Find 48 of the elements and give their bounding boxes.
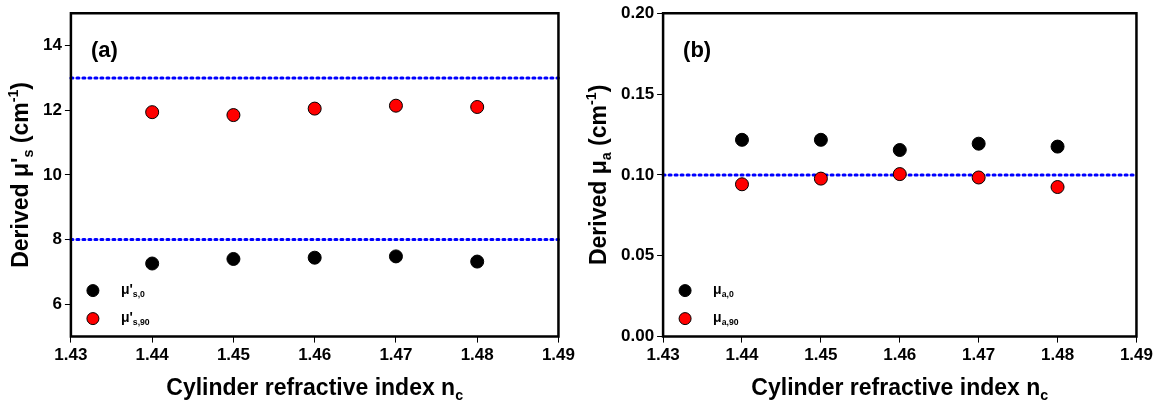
x-tick-label: 1.46: [298, 345, 332, 365]
point: [470, 99, 485, 114]
y-tick-label: 10: [42, 164, 62, 184]
x-tick-label: 1.44: [725, 345, 760, 365]
y-axis-title: Derived μ's (cm-1): [4, 81, 36, 268]
x-tick-label: 1.49: [1119, 345, 1153, 365]
point: [892, 167, 907, 182]
x-tick-label: 1.45: [804, 345, 838, 365]
y-tick-label: 12: [42, 99, 62, 119]
x-tick-label: 1.44: [135, 345, 170, 365]
x-tick-label: 1.43: [54, 345, 88, 365]
point: [388, 249, 403, 264]
y-tick-label: 0.00: [620, 326, 655, 346]
x-tick-label: 1.47: [379, 345, 413, 365]
point: [734, 132, 749, 147]
x-tick-label: 1.48: [1041, 345, 1075, 365]
point: [470, 254, 485, 269]
point: [813, 171, 828, 186]
y-tick-label: 0.20: [620, 2, 655, 22]
x-tick-label: 1.48: [460, 345, 494, 365]
y-axis-title: Derived μa (cm-1): [582, 84, 614, 266]
point: [813, 132, 828, 147]
x-tick-label: 1.45: [216, 345, 250, 365]
point: [1050, 139, 1065, 154]
point: [388, 98, 403, 113]
point: [307, 101, 322, 116]
annotation: (a): [90, 37, 118, 63]
point: [971, 136, 986, 151]
y-tick-label: 8: [52, 229, 62, 249]
y-tick-label: 0.10: [620, 164, 655, 184]
x-tick-label: 1.43: [646, 345, 680, 365]
point: [892, 143, 907, 157]
point: [145, 256, 160, 271]
point: [226, 251, 241, 266]
point: [1050, 180, 1065, 195]
y-tick-label: 14: [42, 35, 63, 55]
y-tick-label: 6: [52, 293, 62, 313]
annotation: (b): [683, 37, 712, 63]
point: [226, 108, 241, 123]
point: [307, 250, 322, 265]
x-tick-label: 1.46: [883, 345, 917, 365]
point: [734, 177, 749, 192]
y-tick-label: 0.05: [620, 245, 655, 265]
x-tick-label: 1.49: [541, 345, 575, 365]
point: [145, 105, 160, 120]
y-tick-label: 0.15: [620, 83, 655, 103]
point: [971, 170, 986, 185]
x-tick-label: 1.47: [962, 345, 996, 365]
